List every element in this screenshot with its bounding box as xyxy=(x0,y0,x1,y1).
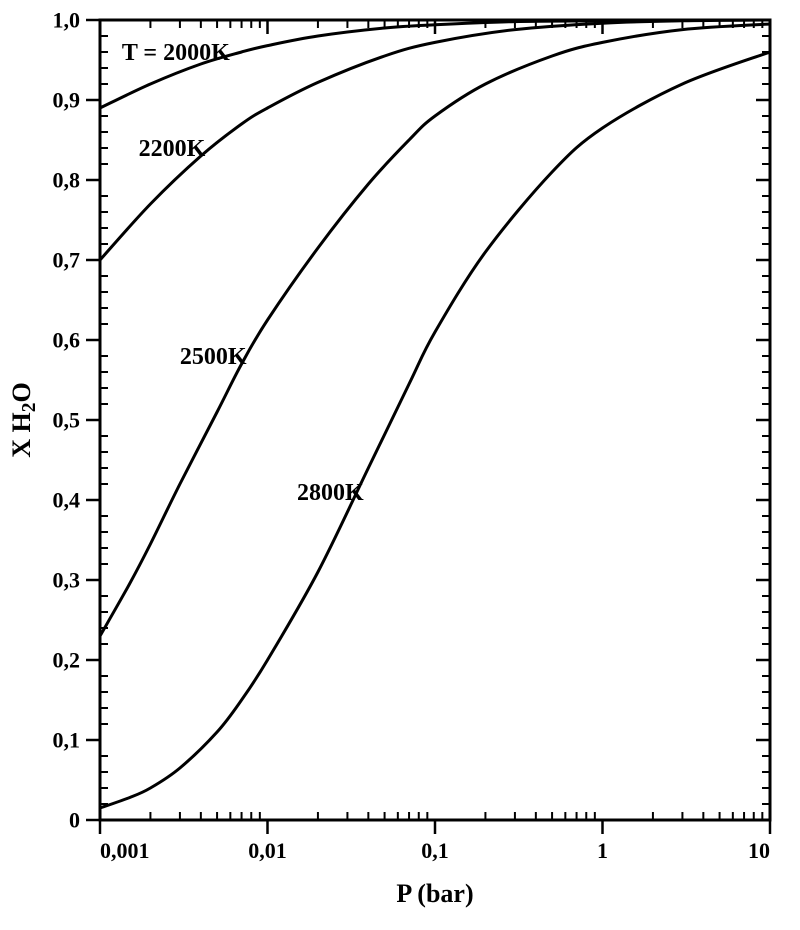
y-tick-label: 1,0 xyxy=(53,8,81,33)
y-tick-label: 0,1 xyxy=(53,728,81,753)
curve-label-2: 2500K xyxy=(180,344,247,370)
y-tick-label: 0,3 xyxy=(53,568,81,593)
y-tick-label: 0,7 xyxy=(53,248,81,273)
y-tick-label: 0,8 xyxy=(53,168,81,193)
x-axis-title: P (bar) xyxy=(396,879,473,908)
curve-label-0: T = 2000K xyxy=(122,40,230,66)
x-tick-label: 0,001 xyxy=(100,838,150,863)
y-tick-label: 0,2 xyxy=(53,648,81,673)
y-axis-title: X H2O xyxy=(7,382,40,457)
water-fraction-vs-pressure-chart: 0,001 0,01 0,1 1 10 P (bar) 0 0,1 0,2 0,3 0,4 0,5 0,… xyxy=(0,0,800,930)
curve-label-3: 2800K xyxy=(297,480,364,506)
y-tick-label: 0,6 xyxy=(53,328,81,353)
y-tick-label: 0,9 xyxy=(53,88,81,113)
x-tick-label: 0,01 xyxy=(248,838,287,863)
y-tick-label: 0,4 xyxy=(53,488,81,513)
x-tick-label: 10 xyxy=(748,838,770,863)
curve-label-1: 2200K xyxy=(139,136,206,162)
x-tick-label: 1 xyxy=(597,838,608,863)
y-tick-label: 0 xyxy=(69,808,80,833)
x-tick-label: 0,1 xyxy=(421,838,449,863)
y-tick-label: 0,5 xyxy=(53,408,81,433)
